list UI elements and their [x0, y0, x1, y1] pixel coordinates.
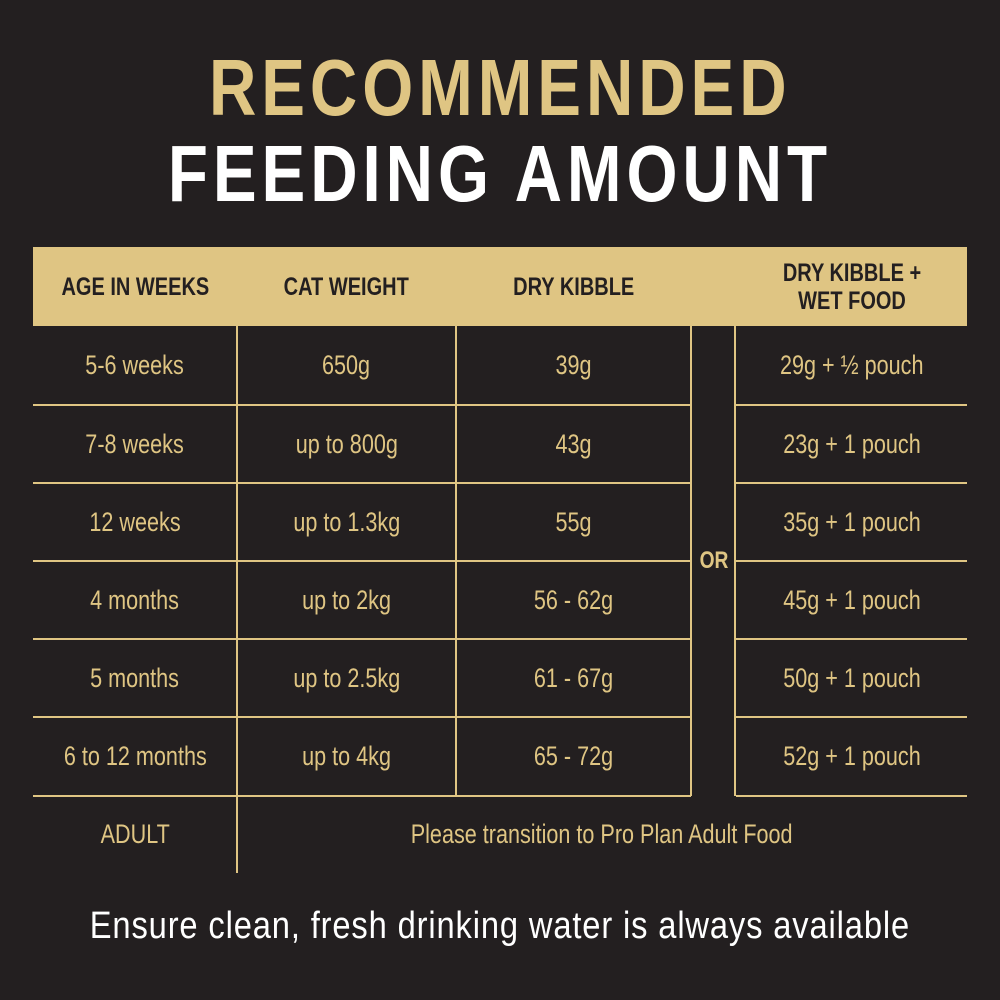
header-age: AGE IN WEEKS — [61, 272, 209, 301]
grid-line — [33, 560, 691, 562]
grid-line — [736, 638, 967, 640]
grid-line — [455, 247, 457, 796]
header-dry-kibble: DRY KIBBLE — [512, 272, 635, 301]
cell-age: 12 weeks — [89, 506, 181, 537]
grid-line — [736, 716, 967, 718]
title-recommended: RECOMMENDED — [208, 43, 792, 132]
title-feeding-amount: FEEDING AMOUNT — [167, 129, 833, 218]
cell-weight: 650g — [322, 350, 371, 380]
grid-line — [33, 716, 691, 718]
cell-dry: 55g — [555, 506, 592, 537]
cell-weight: up to 800g — [295, 428, 398, 459]
cell-weight: up to 1.3kg — [293, 506, 400, 537]
cell-mixed: 29g + ½ pouch — [779, 350, 924, 380]
cell-age: 4 months — [90, 584, 180, 615]
cell-adult-note: Please transition to Pro Plan Adult Food — [411, 819, 793, 849]
cell-dry: 39g — [555, 350, 592, 380]
grid-line — [736, 795, 967, 797]
header-spacer — [691, 247, 736, 326]
cell-mixed: 45g + 1 pouch — [782, 584, 921, 615]
cell-age: 5-6 weeks — [85, 350, 185, 380]
grid-line — [33, 795, 691, 797]
header-bg — [736, 247, 967, 326]
grid-line — [33, 404, 691, 406]
cell-mixed: 52g + 1 pouch — [782, 741, 921, 771]
grid-line — [734, 247, 736, 796]
cell-mixed: 50g + 1 pouch — [782, 662, 921, 693]
grid-line — [736, 482, 967, 484]
grid-line — [736, 560, 967, 562]
header-kibble-wet: DRY KIBBLE + WET FOOD — [782, 258, 921, 315]
or-label: OR — [699, 547, 728, 574]
cell-mixed: 35g + 1 pouch — [782, 506, 921, 537]
cell-weight: up to 4kg — [302, 741, 391, 771]
cell-weight: up to 2kg — [302, 584, 391, 615]
cell-mixed: 23g + 1 pouch — [782, 428, 921, 459]
cell-age: 5 months — [90, 662, 180, 693]
header-bg — [691, 247, 736, 326]
footer-note: Ensure clean, fresh drinking water is al… — [89, 905, 911, 947]
grid-line — [736, 404, 967, 406]
cell-dry: 61 - 67g — [533, 662, 614, 693]
header-weight: CAT WEIGHT — [283, 272, 410, 301]
header-bg — [456, 247, 691, 326]
cell-dry: 56 - 62g — [533, 584, 614, 615]
grid-line — [33, 638, 691, 640]
grid-line — [690, 247, 692, 796]
cell-age: 7-8 weeks — [85, 428, 185, 459]
cell-adult-age: ADULT — [100, 819, 170, 849]
cell-age: 6 to 12 months — [63, 741, 207, 771]
grid-line — [33, 482, 691, 484]
cell-dry: 65 - 72g — [533, 741, 614, 771]
header-bg — [237, 247, 456, 326]
header-bg — [33, 247, 237, 326]
cell-dry: 43g — [555, 428, 592, 459]
cell-weight: up to 2.5kg — [293, 662, 400, 693]
